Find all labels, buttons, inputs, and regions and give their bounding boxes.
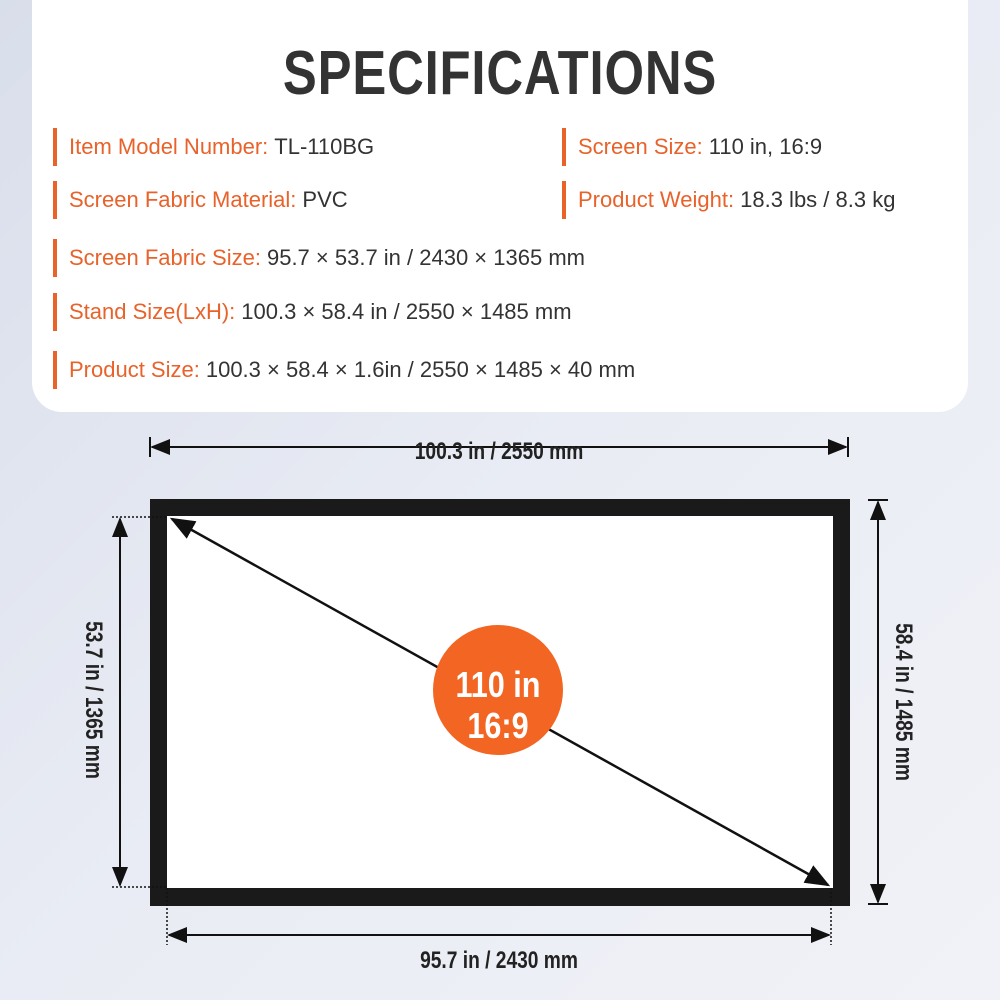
spec-value: 110 in, 16:9 — [708, 134, 823, 159]
spec-label: Screen Size: — [578, 134, 703, 159]
accent-bar — [53, 293, 57, 331]
spec-label: Stand Size(LxH): — [69, 299, 236, 324]
accent-bar — [562, 181, 566, 219]
accent-bar — [53, 351, 57, 389]
badge-size-text: 110 in — [455, 666, 540, 706]
specifications-card — [32, 0, 968, 412]
left-height-label: 53.7 in / 1365 mm — [80, 621, 108, 779]
top-width-label: 100.3 in / 2550 mm — [415, 437, 584, 465]
right-height-label: 58.4 in / 1485 mm — [890, 623, 918, 781]
spec-product-size: Product Size: 100.3 × 58.4 × 1.6in / 2550… — [53, 351, 635, 389]
spec-label: Item Model Number: — [69, 134, 269, 159]
spec-product-weight: Product Weight: 18.3 lbs / 8.3 kg — [562, 181, 895, 219]
badge-ratio-text: 16:9 — [467, 707, 528, 747]
accent-bar — [53, 128, 57, 166]
spec-value: 95.7 × 53.7 in / 2430 × 1365 mm — [266, 245, 585, 270]
accent-bar — [562, 128, 566, 166]
spec-value: 100.3 × 58.4 × 1.6in / 2550 × 1485 × 40 … — [205, 357, 636, 382]
spec-value: 100.3 × 58.4 in / 2550 × 1485 mm — [241, 299, 572, 324]
spec-fabric-size: Screen Fabric Size: 95.7 × 53.7 in / 2430… — [53, 239, 585, 277]
spec-label: Screen Fabric Size: — [69, 245, 261, 270]
spec-model-number: Item Model Number: TL-110BG — [53, 128, 374, 166]
accent-bar — [53, 181, 57, 219]
page-title: SPECIFICATIONS — [282, 39, 718, 108]
spec-value: TL-110BG — [274, 134, 375, 159]
spec-value: 18.3 lbs / 8.3 kg — [740, 187, 896, 212]
spec-fabric-material: Screen Fabric Material: PVC — [53, 181, 348, 219]
spec-screen-size: Screen Size: 110 in, 16:9 — [562, 128, 822, 166]
spec-label: Product Size: — [69, 357, 200, 382]
spec-stand-size: Stand Size(LxH): 100.3 × 58.4 in / 2550 ×… — [53, 293, 572, 331]
spec-value: PVC — [302, 187, 348, 212]
screen-size-badge — [433, 625, 563, 755]
bottom-width-label: 95.7 in / 2430 mm — [420, 946, 578, 974]
spec-label: Product Weight: — [578, 187, 735, 212]
spec-label: Screen Fabric Material: — [69, 187, 297, 212]
accent-bar — [53, 239, 57, 277]
